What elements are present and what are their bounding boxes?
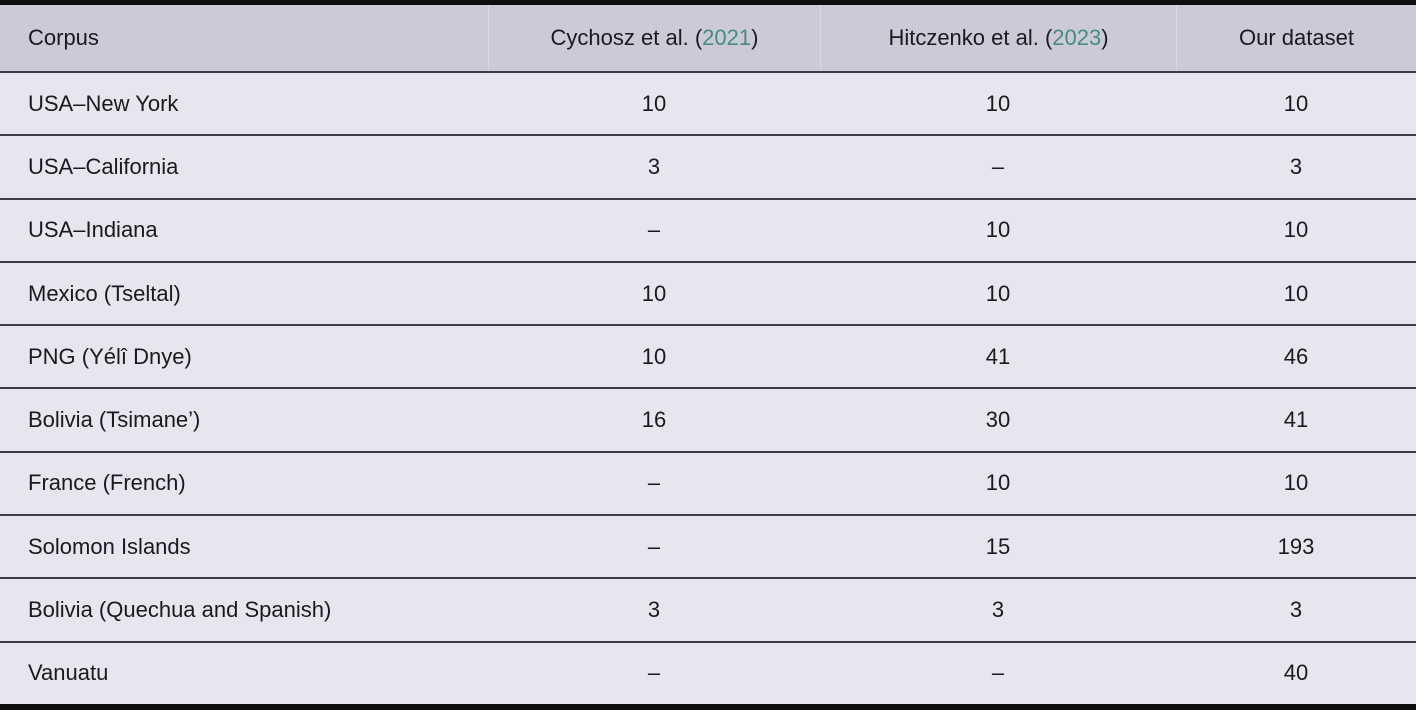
corpus-name-cell: USA–Indiana <box>28 217 158 243</box>
hitczenko-count-cell: 10 <box>985 280 1011 306</box>
our-dataset-count-cell: 3 <box>1289 597 1303 623</box>
column-header-cychosz: Cychosz et al. (2021) <box>488 5 820 71</box>
our-dataset-count-cell: 10 <box>1283 90 1309 116</box>
column-header-cychosz-text: Cychosz et al. ( <box>550 25 703 50</box>
hitczenko-count-cell: – <box>991 660 1005 686</box>
cychosz-count-cell: 3 <box>647 153 661 179</box>
our-dataset-count-cell: 46 <box>1283 343 1309 369</box>
cychosz-count-cell: – <box>647 470 661 496</box>
table-header-row: Corpus Cychosz et al. (2021) Hitczenko e… <box>0 5 1416 73</box>
cychosz-count-cell: 3 <box>647 597 661 623</box>
column-header-our-dataset: Our dataset <box>1176 5 1416 71</box>
hitczenko-count-cell: 3 <box>991 597 1005 623</box>
citation-year-link-2023[interactable]: 2023 <box>1052 25 1102 50</box>
corpus-name-cell: Bolivia (Tsimane’) <box>28 407 201 433</box>
cychosz-count-cell: 10 <box>641 90 667 116</box>
corpus-name-cell: Solomon Islands <box>28 533 191 559</box>
column-header-cychosz-close-paren: ) <box>751 25 759 50</box>
our-dataset-count-cell: 193 <box>1277 533 1315 559</box>
table-row: Bolivia (Tsimane’) 16 30 41 <box>0 389 1416 453</box>
our-dataset-count-cell: 10 <box>1283 280 1309 306</box>
cychosz-count-cell: – <box>647 660 661 686</box>
column-header-corpus: Corpus <box>28 25 99 50</box>
corpus-name-cell: Mexico (Tseltal) <box>28 280 181 306</box>
our-dataset-count-cell: 40 <box>1283 660 1309 686</box>
table-row: Mexico (Tseltal) 10 10 10 <box>0 262 1416 327</box>
cychosz-count-cell: 10 <box>641 280 667 306</box>
table-row: USA–New York 10 10 10 <box>0 73 1416 137</box>
table-row: Bolivia (Quechua and Spanish) 3 3 3 <box>0 579 1416 643</box>
our-dataset-count-cell: 10 <box>1283 470 1309 496</box>
table-row: USA–Indiana – 10 10 <box>0 199 1416 263</box>
our-dataset-count-cell: 10 <box>1283 217 1309 243</box>
hitczenko-count-cell: 10 <box>985 470 1011 496</box>
corpus-name-cell: France (French) <box>28 470 186 496</box>
corpus-name-cell: Vanuatu <box>28 660 109 686</box>
table-row: Vanuatu – – 40 <box>0 642 1416 704</box>
our-dataset-count-cell: 41 <box>1283 407 1309 433</box>
corpus-name-cell: USA–New York <box>28 90 179 116</box>
citation-year-link-2021[interactable]: 2021 <box>702 25 752 50</box>
hitczenko-count-cell: 15 <box>985 533 1011 559</box>
cychosz-count-cell: 10 <box>641 343 667 369</box>
table-row: PNG (Yélî Dnye) 10 41 46 <box>0 326 1416 390</box>
hitczenko-count-cell: 10 <box>985 217 1011 243</box>
table-row: USA–California 3 – 3 <box>0 136 1416 200</box>
table-row: Solomon Islands – 15 193 <box>0 516 1416 580</box>
table-row: France (French) – 10 10 <box>0 452 1416 517</box>
hitczenko-count-cell: – <box>991 153 1005 179</box>
cychosz-count-cell: 16 <box>641 407 667 433</box>
hitczenko-count-cell: 41 <box>985 343 1011 369</box>
corpus-name-cell: PNG (Yélî Dnye) <box>28 343 192 369</box>
cychosz-count-cell: – <box>647 217 661 243</box>
cychosz-count-cell: – <box>647 533 661 559</box>
corpus-name-cell: Bolivia (Quechua and Spanish) <box>28 597 332 623</box>
our-dataset-count-cell: 3 <box>1289 153 1303 179</box>
hitczenko-count-cell: 10 <box>985 90 1011 116</box>
corpus-name-cell: USA–California <box>28 153 179 179</box>
column-header-hitczenko: Hitczenko et al. (2023) <box>820 5 1176 71</box>
table-body: USA–New York 10 10 10 USA–California 3 –… <box>0 73 1416 704</box>
column-header-hitczenko-close-paren: ) <box>1101 25 1109 50</box>
hitczenko-count-cell: 30 <box>985 407 1011 433</box>
column-header-hitczenko-text: Hitczenko et al. ( <box>888 25 1053 50</box>
